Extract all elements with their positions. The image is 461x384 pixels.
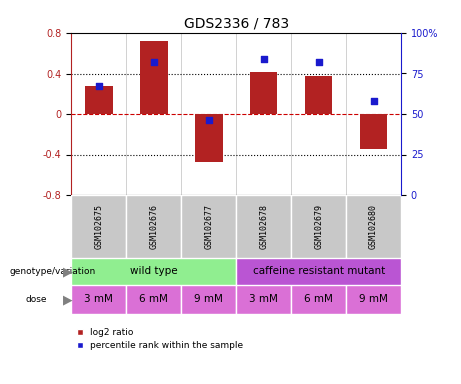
Bar	[360, 114, 387, 149]
Point	[370, 98, 377, 104]
Bar	[126, 285, 181, 314]
Text: GSM102678: GSM102678	[259, 204, 268, 249]
Text: wild type: wild type	[130, 266, 177, 276]
Point	[95, 83, 103, 89]
Text: dose: dose	[25, 295, 47, 304]
Point	[260, 56, 267, 62]
Bar	[346, 195, 401, 258]
Text: GSM102680: GSM102680	[369, 204, 378, 249]
Bar	[140, 41, 168, 114]
Text: GSM102677: GSM102677	[204, 204, 213, 249]
Text: 3 mM: 3 mM	[84, 295, 113, 305]
Text: GSM102676: GSM102676	[149, 204, 159, 249]
Text: 3 mM: 3 mM	[249, 295, 278, 305]
Bar	[71, 285, 126, 314]
Bar	[236, 258, 401, 285]
Text: 9 mM: 9 mM	[195, 295, 223, 305]
Bar	[291, 285, 346, 314]
Bar	[181, 195, 236, 258]
Text: caffeine resistant mutant: caffeine resistant mutant	[253, 266, 385, 276]
Bar	[181, 285, 236, 314]
Text: 6 mM: 6 mM	[304, 295, 333, 305]
Bar	[195, 114, 223, 162]
Text: GSM102675: GSM102675	[95, 204, 103, 249]
Text: 6 mM: 6 mM	[139, 295, 168, 305]
Point	[150, 59, 158, 65]
Point	[205, 118, 213, 124]
Legend: log2 ratio, percentile rank within the sample: log2 ratio, percentile rank within the s…	[76, 328, 243, 351]
Title: GDS2336 / 783: GDS2336 / 783	[183, 17, 289, 30]
Bar	[305, 76, 332, 114]
Text: GSM102679: GSM102679	[314, 204, 323, 249]
Text: 9 mM: 9 mM	[359, 295, 388, 305]
Text: ▶: ▶	[64, 293, 73, 306]
Bar	[126, 195, 181, 258]
Bar	[71, 195, 126, 258]
Bar	[236, 195, 291, 258]
Text: ▶: ▶	[64, 265, 73, 278]
Text: genotype/variation: genotype/variation	[9, 267, 95, 276]
Bar	[346, 285, 401, 314]
Point	[315, 59, 322, 65]
Bar	[250, 73, 278, 114]
Bar	[291, 195, 346, 258]
Bar	[71, 258, 236, 285]
Bar	[236, 285, 291, 314]
Bar	[85, 86, 112, 114]
